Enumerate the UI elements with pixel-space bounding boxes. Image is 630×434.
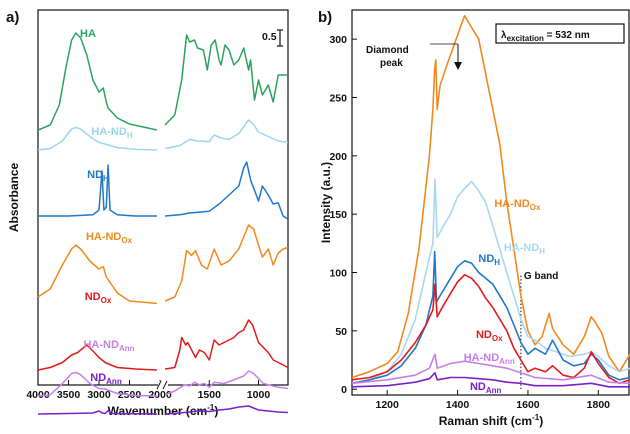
diamond-peak-label: Diamond: [366, 45, 409, 56]
series-line-a: [164, 161, 289, 220]
x-axis-title-b: Raman shift (cm-1): [439, 413, 543, 428]
x-tick-label-a: 1000: [247, 389, 271, 401]
series-label-b: NDAnn: [470, 381, 502, 395]
y-tick-label-b: 200: [329, 151, 347, 163]
x-tick-label-b: 1600: [516, 399, 540, 411]
x-tick-label-a: 1500: [198, 389, 222, 401]
series-label-b: HA-NDOx: [494, 198, 541, 212]
series-line-b: [351, 274, 630, 385]
x-tick-label-a: 2000: [148, 389, 172, 401]
series-line-a: [164, 119, 289, 150]
y-axis-title-b: Intensity (a.u.): [319, 162, 333, 243]
excitation-label: λexcitation = 532 nm: [501, 30, 590, 43]
series-line-a: [37, 409, 157, 415]
x-tick-label-a: 3000: [87, 389, 111, 401]
panel-b-label: b): [318, 9, 332, 26]
series-line-b: [351, 15, 630, 379]
series-label-a: HA-NDH: [91, 126, 132, 140]
series-line-a: [164, 370, 289, 396]
diamond-peak-label: peak: [380, 58, 403, 69]
excitation-box: [495, 23, 625, 44]
g-band-label: G band: [524, 271, 558, 282]
series-line-b: [351, 178, 630, 385]
axis-break-gap: [158, 381, 168, 389]
series-line-a: [37, 32, 158, 131]
series-label-a: HA-NDAnn: [83, 339, 134, 353]
y-tick-label-b: 150: [329, 209, 347, 221]
series-label-a: NDOx: [85, 291, 112, 305]
series-label-b: HA-NDH: [504, 242, 545, 256]
series-line-a: [164, 224, 289, 302]
axis-break-mark: [162, 380, 168, 390]
y-tick-label-b: 100: [329, 268, 347, 280]
series-label-b: NDH: [478, 253, 500, 267]
series-label-a: NDAnn: [90, 372, 122, 386]
x-tick-label-a: 3500: [57, 389, 81, 401]
series-line-a: [37, 244, 157, 305]
series-line-a: [38, 164, 157, 217]
y-tick-label-b: 250: [329, 93, 347, 105]
series-label-a: HA-NDOx: [86, 231, 133, 245]
x-tick-label-b: 1400: [446, 399, 470, 411]
diamond-arrow-head: [454, 62, 462, 70]
panel-b: b) 0 50 100 150 200 250 300 1200 1400 1600 1800 Inte…: [318, 9, 630, 428]
axis-break-mark: [156, 380, 162, 390]
y-tick-label-b: 0: [341, 384, 347, 396]
panel-a-label: a): [6, 9, 19, 26]
y-tick-label-b: 300: [329, 34, 347, 46]
series-label-b: NDOx: [476, 329, 503, 343]
series-line-a: [164, 405, 289, 415]
y-tick-label-b: 50: [335, 326, 347, 338]
series-line-b: [351, 372, 630, 388]
y-axis-title-a: Absorbance: [7, 163, 21, 233]
x-tick-label-a: 4000: [26, 389, 50, 401]
series-line-b: [351, 353, 630, 385]
series-line-a: [164, 319, 289, 370]
series-line-b: [351, 250, 630, 385]
series-line-a: [37, 344, 157, 371]
plot-frame-b: [351, 9, 630, 396]
x-tick-label-b: 1800: [587, 399, 611, 411]
scale-bar-label: 0.5: [262, 31, 277, 43]
series-label-b: HA-NDAnn: [464, 352, 515, 366]
series-line-a: [37, 126, 157, 151]
x-tick-label-b: 1200: [376, 399, 400, 411]
series-line-a: [164, 34, 288, 126]
series-line-a: [37, 371, 157, 397]
series-label-a: HA: [80, 28, 96, 40]
series-label-a: NDH: [87, 169, 109, 183]
